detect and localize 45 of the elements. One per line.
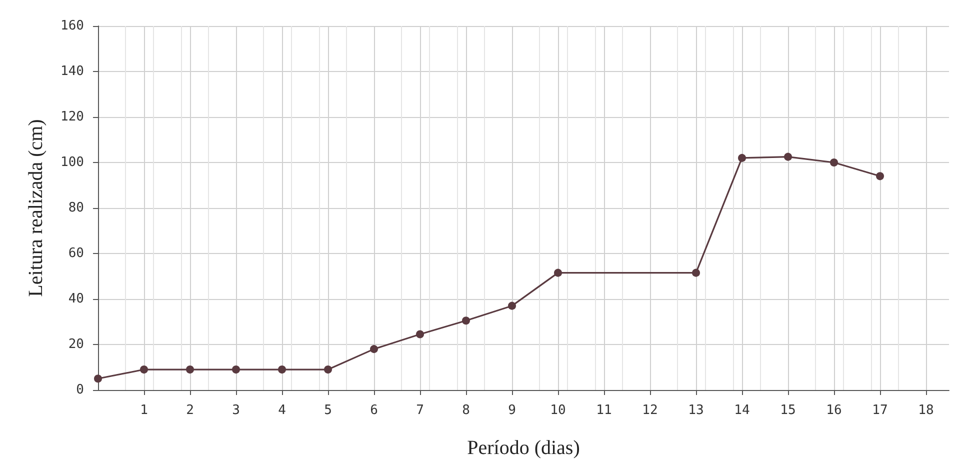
point [370,345,378,354]
y-tick-label: 120 [60,110,84,124]
y-tick-label: 100 [60,155,84,170]
y-tick-label: 160 [60,18,84,34]
x-tick-label: 13 [688,403,704,418]
x-tick-label: 2 [186,403,194,418]
y-tick-label: 60 [68,246,84,261]
point [508,302,516,310]
y-tick-label: 140 [60,64,84,79]
x-tick-label: 6 [370,403,378,418]
x-tick-label: 11 [596,403,612,418]
point [232,366,240,374]
x-axis-title: Período (dias) [467,437,580,459]
x-tick-label: 9 [508,403,516,418]
point [830,158,838,166]
point [416,330,424,338]
x-tick-label: 12 [642,403,658,418]
point [554,268,562,277]
x-tick-label: 16 [826,403,842,418]
y-tick-label: 80 [68,200,84,216]
x-tick-label: 7 [416,403,424,418]
y-tick-label: 0 [76,382,84,398]
point [324,366,332,374]
y-axis-title: Leitura realizada (cm) [25,119,47,297]
point [186,366,194,374]
point [140,366,148,374]
point [784,152,792,161]
x-tick-label: 8 [462,403,470,418]
x-tick-label: 4 [278,403,286,418]
x-tick-label: 17 [872,403,888,418]
point [94,374,102,383]
point [692,268,700,277]
x-tick-label: 5 [324,403,332,418]
x-tick-label: 14 [734,403,750,418]
point [462,316,470,325]
x-tick-label: 10 [550,403,566,418]
y-tick-label: 40 [68,292,84,306]
x-tick-label: 1 [140,403,148,418]
point [738,154,746,162]
y-tick-label: 20 [68,337,84,352]
point [278,366,286,374]
x-tick-label: 3 [232,403,240,418]
point [876,172,884,180]
x-tick-label: 18 [918,403,934,418]
x-tick-label: 15 [780,403,796,418]
